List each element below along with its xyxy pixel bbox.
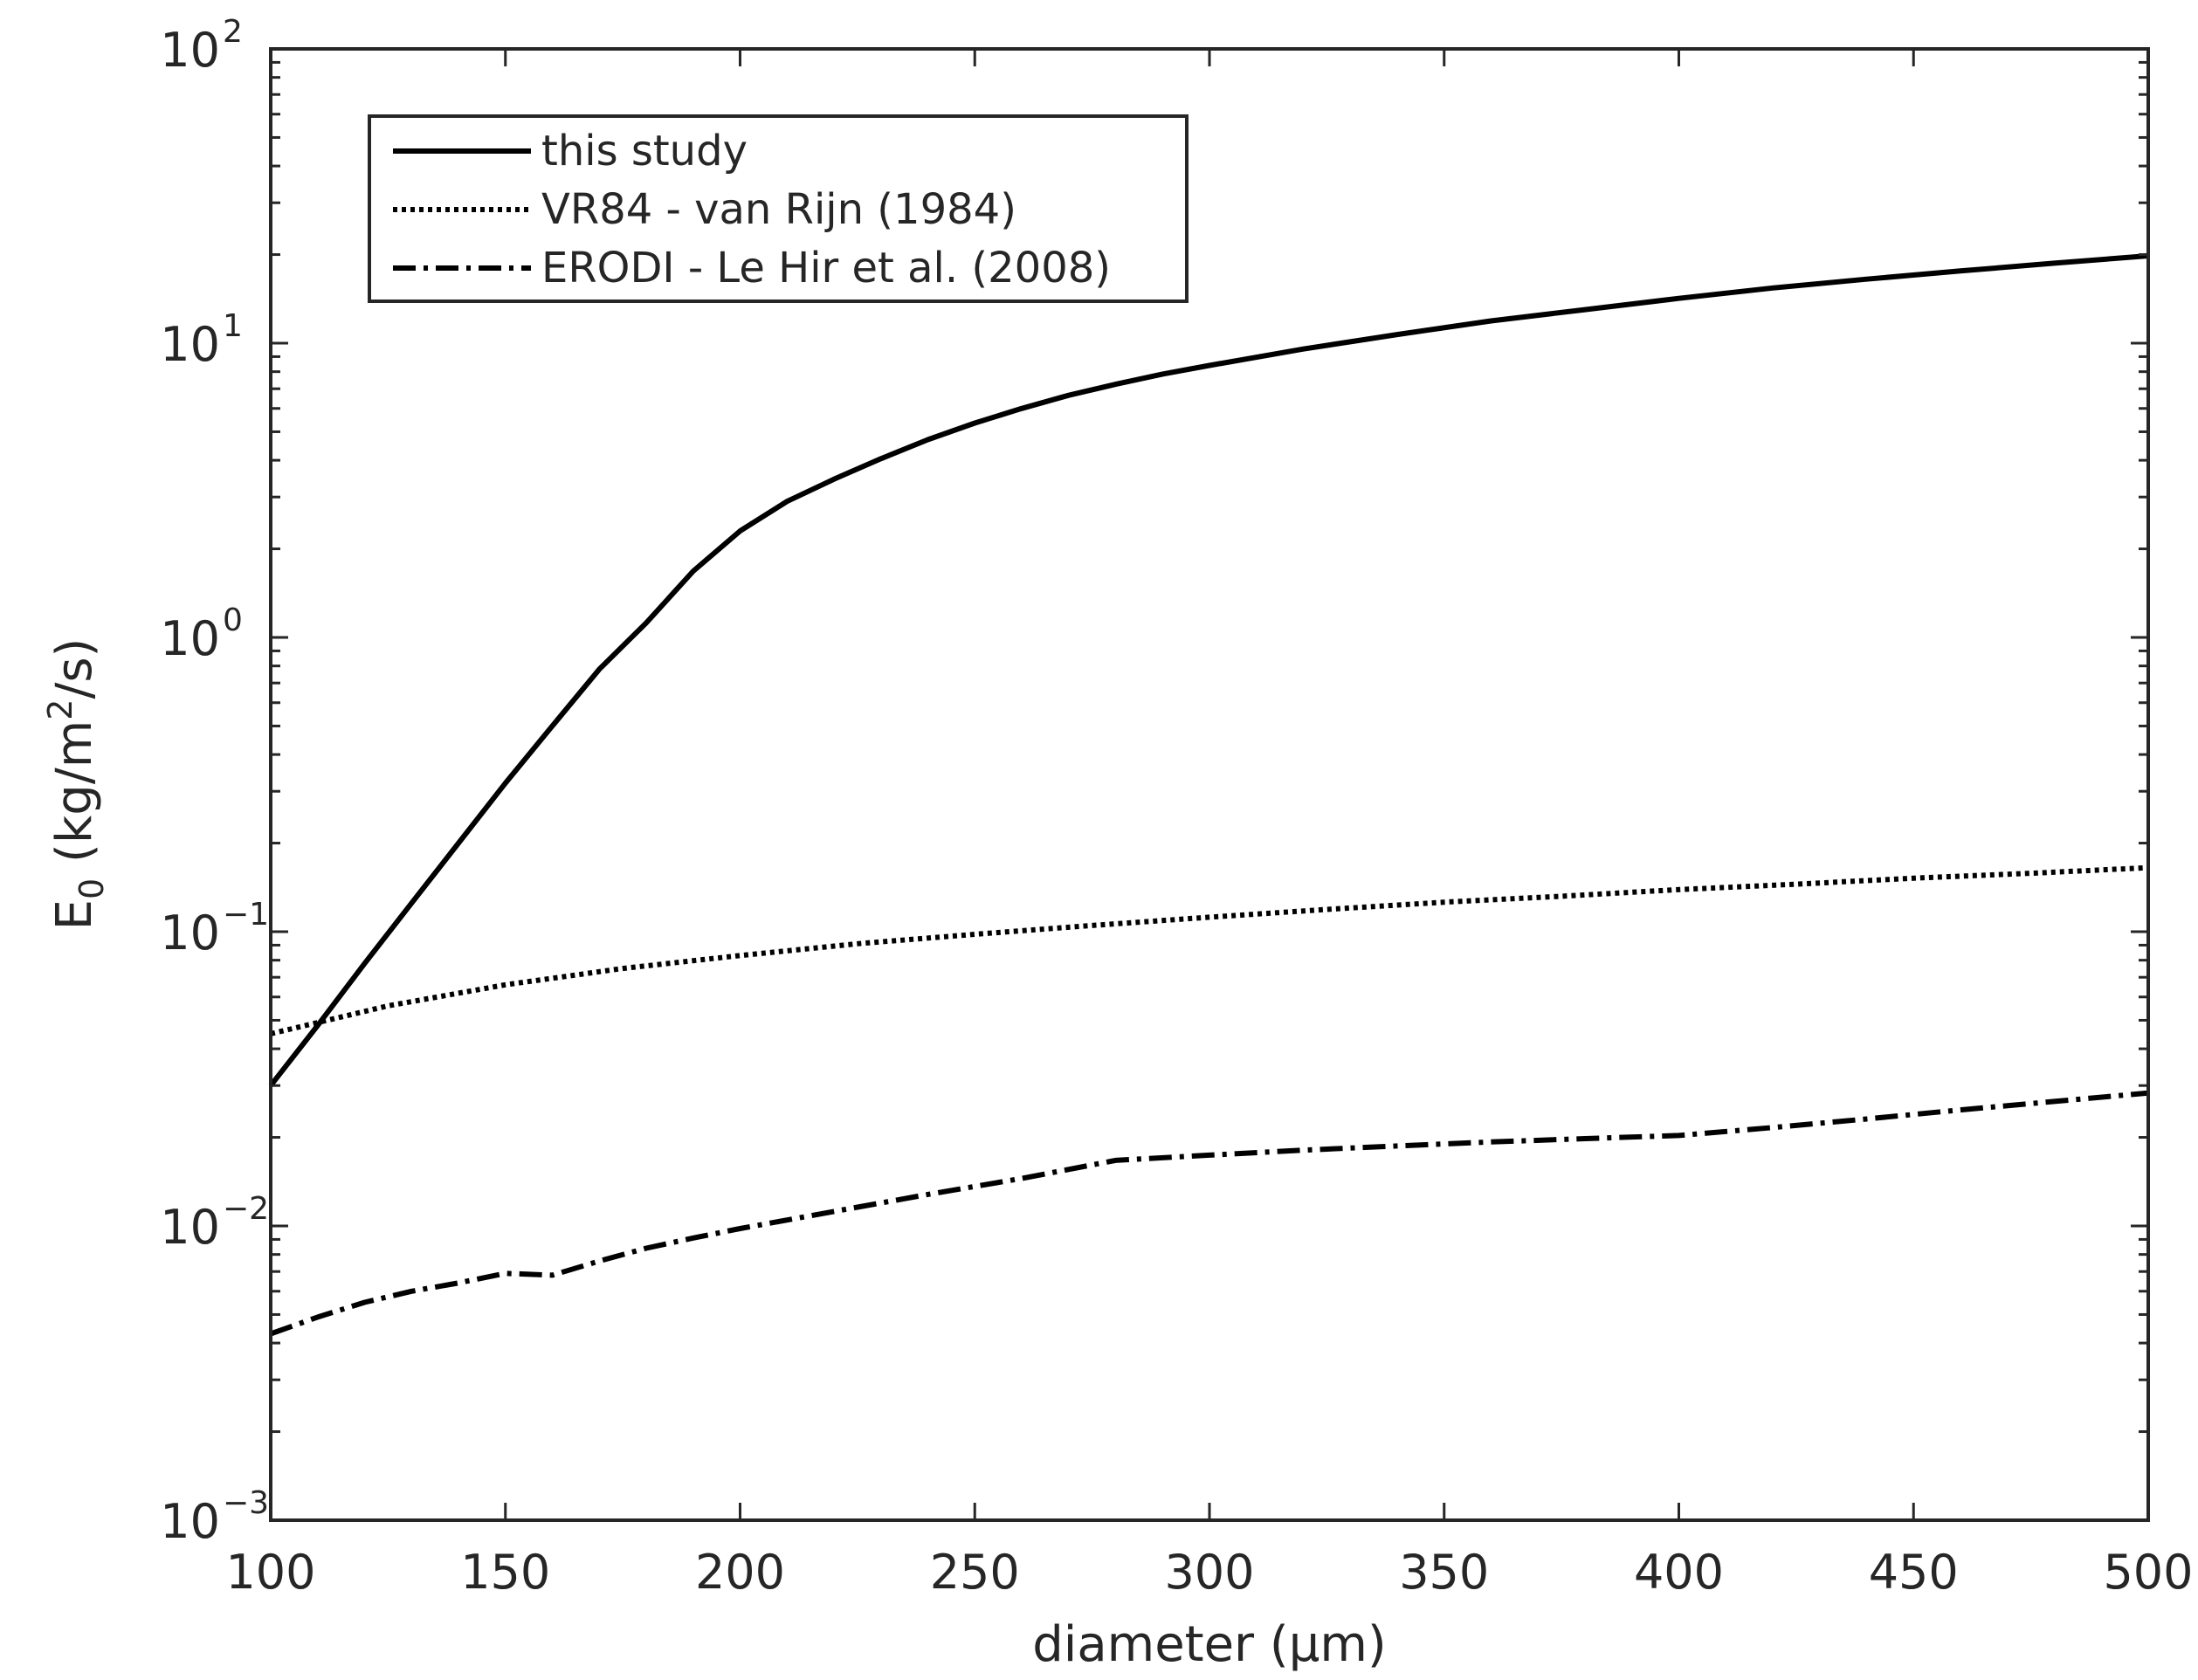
x-tick-label: 200 <box>695 1545 785 1600</box>
y-tick-label: 10 <box>160 611 220 666</box>
series-line-1 <box>270 864 2149 1036</box>
legend-box <box>368 114 1189 303</box>
y-tick-label-exponent: 0 <box>223 602 243 638</box>
legend-label-erodi: ERODI - Le Hir et al. (2008) <box>541 244 1111 293</box>
legend: this study VR84 - van Rijn (1984) ERODI … <box>368 114 1189 303</box>
y-axis-label-superscript: 2 <box>41 699 79 720</box>
y-tick-label-exponent: 2 <box>223 14 243 50</box>
y-tick-label: 10 <box>160 23 220 78</box>
y-axis-label-subscript: 0 <box>72 878 111 899</box>
y-tick-label: 10 <box>160 905 220 960</box>
series-line-2 <box>269 1090 2149 1337</box>
y-axis-label-unit-start: (kg/m <box>46 720 103 878</box>
y-tick-label-exponent: 1 <box>223 308 243 344</box>
x-tick-label: 250 <box>930 1545 1020 1600</box>
series-layer <box>268 253 2149 1337</box>
legend-label-vr84: VR84 - van Rijn (1984) <box>541 185 1016 234</box>
x-tick-label: 400 <box>1634 1545 1724 1600</box>
x-axis-label: diameter (μm) <box>1032 1616 1387 1673</box>
x-tick-label: 350 <box>1399 1545 1489 1600</box>
x-tick-label: 100 <box>225 1545 315 1600</box>
x-tick-label: 500 <box>2103 1545 2193 1600</box>
y-axis-label: E0 (kg/m2/s) <box>41 638 111 931</box>
y-tick-label-exponent: −1 <box>223 897 269 933</box>
y-axis-label-unit-end: /s) <box>46 638 103 699</box>
x-tick-label: 150 <box>460 1545 550 1600</box>
y-tick-label-exponent: −2 <box>223 1191 269 1227</box>
x-tick-label: 450 <box>1869 1545 1959 1600</box>
y-tick-label: 10 <box>160 1200 220 1255</box>
legend-label-this-study: this study <box>541 127 748 176</box>
y-axis-label-base: E <box>46 899 103 930</box>
series-line-0 <box>268 253 2149 1088</box>
y-tick-label: 10 <box>160 1494 220 1549</box>
y-tick-label: 10 <box>160 317 220 372</box>
x-tick-label: 300 <box>1164 1545 1254 1600</box>
y-tick-label-exponent: −3 <box>223 1485 269 1521</box>
